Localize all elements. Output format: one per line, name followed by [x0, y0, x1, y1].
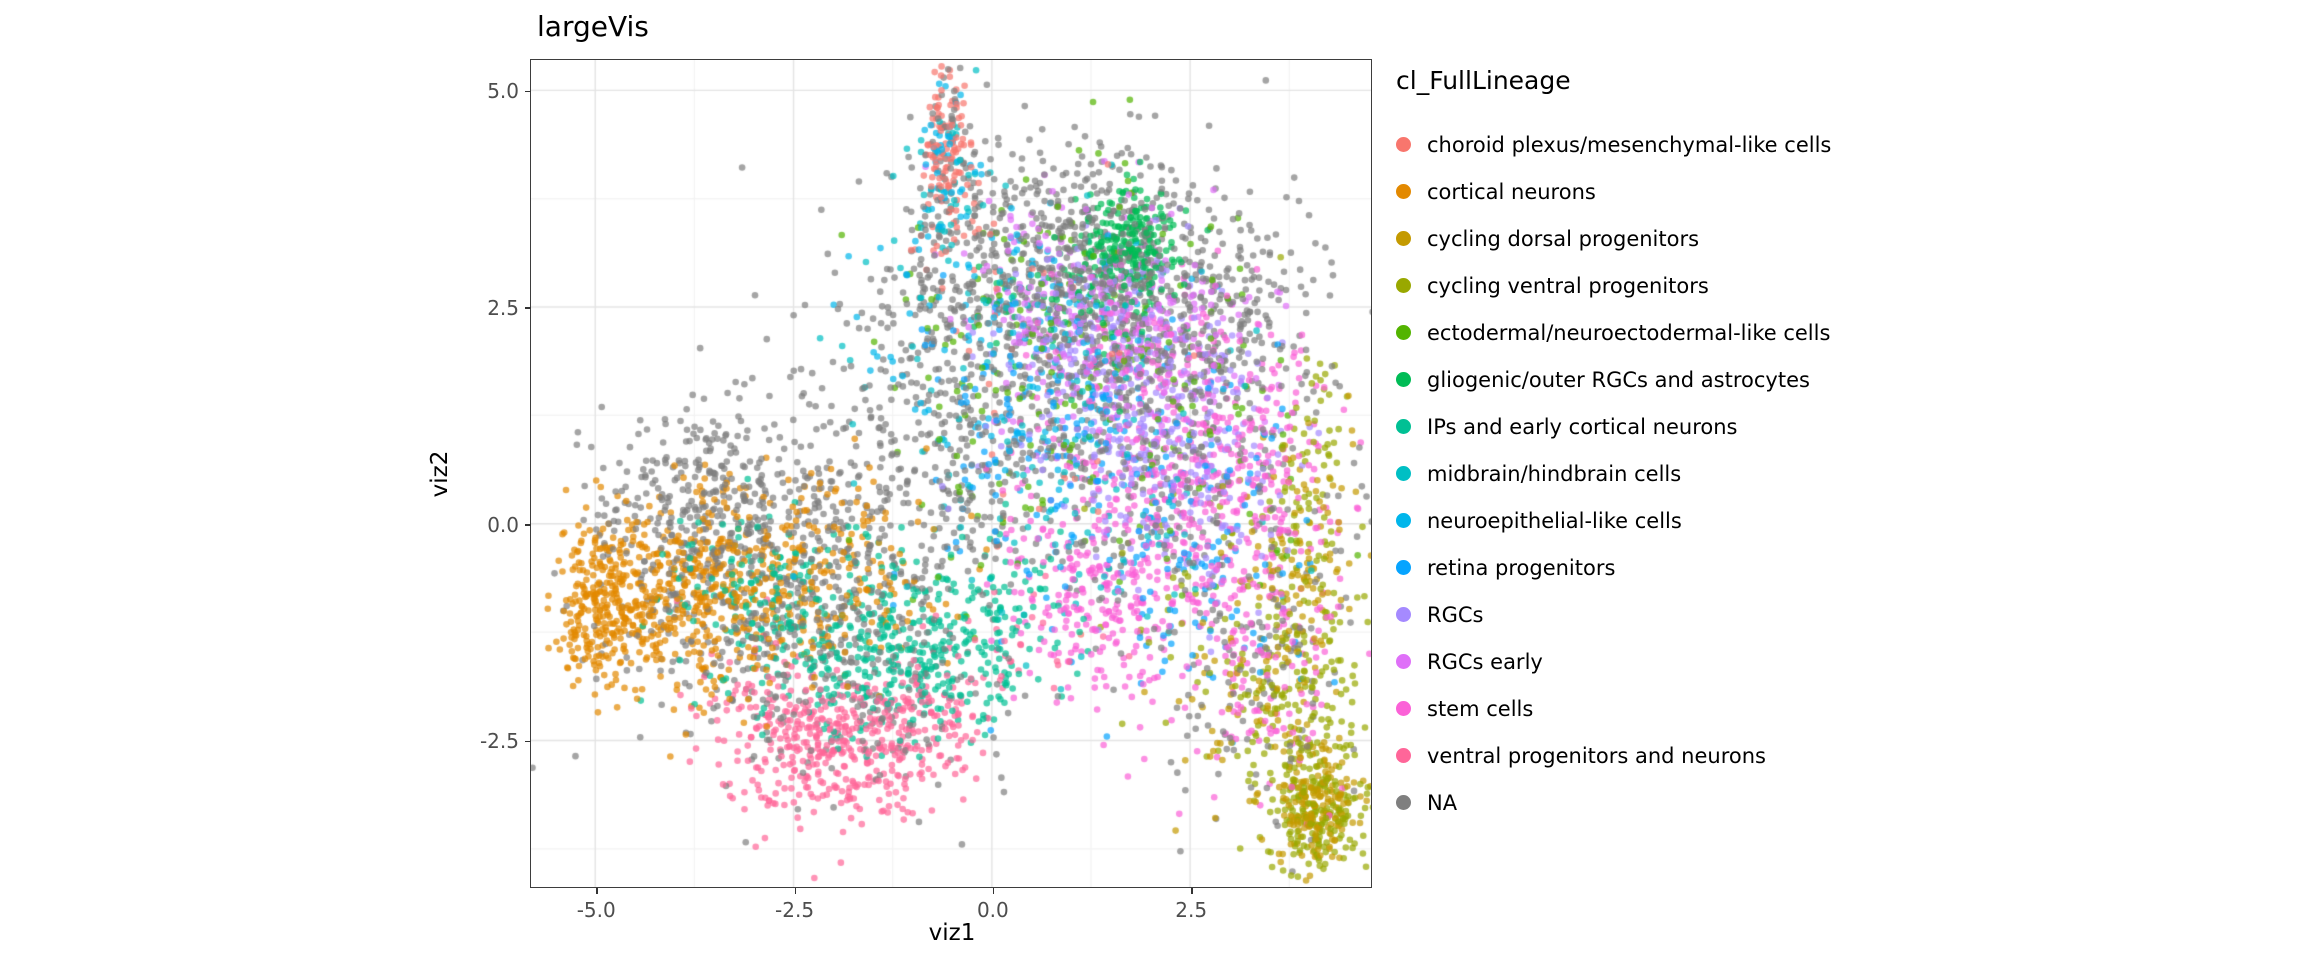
- x-tick-label: 2.5: [1175, 898, 1208, 922]
- plot-title: largeVis: [537, 10, 649, 43]
- legend-item: midbrain/hindbrain cells: [1396, 450, 1831, 497]
- legend-item-label: RGCs: [1427, 602, 1484, 627]
- legend-key-dot: [1396, 231, 1411, 246]
- legend: cl_FullLineage choroid plexus/mesenchyma…: [1396, 66, 1831, 826]
- legend-item: ectodermal/neuroectodermal-like cells: [1396, 309, 1831, 356]
- legend-item: choroid plexus/mesenchymal-like cells: [1396, 121, 1831, 168]
- legend-item: IPs and early cortical neurons: [1396, 403, 1831, 450]
- legend-key-dot: [1396, 795, 1411, 810]
- legend-item-label: midbrain/hindbrain cells: [1427, 461, 1682, 486]
- legend-item-label: retina progenitors: [1427, 555, 1616, 580]
- plot-panel: [530, 59, 1372, 888]
- legend-item-label: ectodermal/neuroectodermal-like cells: [1427, 320, 1831, 345]
- legend-key-dot: [1396, 513, 1411, 528]
- legend-item-label: cycling dorsal progenitors: [1427, 226, 1700, 251]
- x-axis-title: viz1: [928, 920, 976, 946]
- legend-key-dot: [1396, 748, 1411, 763]
- legend-item-label: IPs and early cortical neurons: [1427, 414, 1738, 439]
- legend-key-dot: [1396, 560, 1411, 575]
- legend-item: gliogenic/outer RGCs and astrocytes: [1396, 356, 1831, 403]
- legend-item-label: choroid plexus/mesenchymal-like cells: [1427, 132, 1832, 157]
- legend-item: NA: [1396, 779, 1831, 826]
- legend-item-label: cortical neurons: [1427, 179, 1596, 204]
- legend-item-label: RGCs early: [1427, 649, 1543, 674]
- legend-item: ventral progenitors and neurons: [1396, 732, 1831, 779]
- x-tick-mark: [596, 888, 598, 894]
- legend-item: RGCs: [1396, 591, 1831, 638]
- y-tick-mark: [525, 307, 531, 309]
- legend-key-dot: [1396, 654, 1411, 669]
- x-tick-label: 0.0: [976, 898, 1009, 922]
- legend-item: RGCs early: [1396, 638, 1831, 685]
- legend-key-dot: [1396, 137, 1411, 152]
- legend-item-label: ventral progenitors and neurons: [1427, 743, 1766, 768]
- legend-title: cl_FullLineage: [1396, 66, 1571, 95]
- y-tick-mark: [525, 90, 531, 93]
- x-tick-mark: [992, 888, 995, 894]
- legend-items: choroid plexus/mesenchymal-like cells co…: [1396, 121, 1831, 826]
- legend-key-dot: [1396, 184, 1411, 199]
- legend-item: retina progenitors: [1396, 544, 1831, 591]
- legend-key-dot: [1396, 701, 1411, 716]
- legend-item-label: neuroepithelial-like cells: [1427, 508, 1682, 533]
- x-tick-label: -2.5: [775, 898, 815, 922]
- y-axis-title: viz2: [427, 450, 453, 498]
- legend-item-label: gliogenic/outer RGCs and astrocytes: [1427, 367, 1810, 392]
- y-tick-label: -2.5: [479, 729, 519, 754]
- legend-item: cycling ventral progenitors: [1396, 262, 1831, 309]
- legend-key-dot: [1396, 419, 1411, 434]
- y-tick-mark: [525, 740, 531, 743]
- y-tick-label: 2.5: [487, 296, 519, 321]
- legend-item: stem cells: [1396, 685, 1831, 732]
- y-tick-label: 5.0: [487, 79, 519, 104]
- y-tick-label: 0.0: [487, 512, 519, 537]
- x-tick-label: -5.0: [576, 898, 616, 922]
- x-tick-mark: [1191, 888, 1193, 894]
- legend-item-label: cycling ventral progenitors: [1427, 273, 1709, 298]
- legend-item: neuroepithelial-like cells: [1396, 497, 1831, 544]
- legend-key-dot: [1396, 372, 1411, 387]
- x-tick-mark: [794, 888, 797, 894]
- y-tick-mark: [525, 524, 531, 526]
- legend-item-label: NA: [1427, 790, 1458, 815]
- legend-key-dot: [1396, 607, 1411, 622]
- legend-item: cortical neurons: [1396, 168, 1831, 215]
- legend-key-dot: [1396, 278, 1411, 293]
- legend-item-label: stem cells: [1427, 696, 1534, 721]
- legend-item: cycling dorsal progenitors: [1396, 215, 1831, 262]
- legend-key-dot: [1396, 325, 1411, 340]
- scatter-canvas: [531, 60, 1371, 887]
- legend-key-dot: [1396, 466, 1411, 481]
